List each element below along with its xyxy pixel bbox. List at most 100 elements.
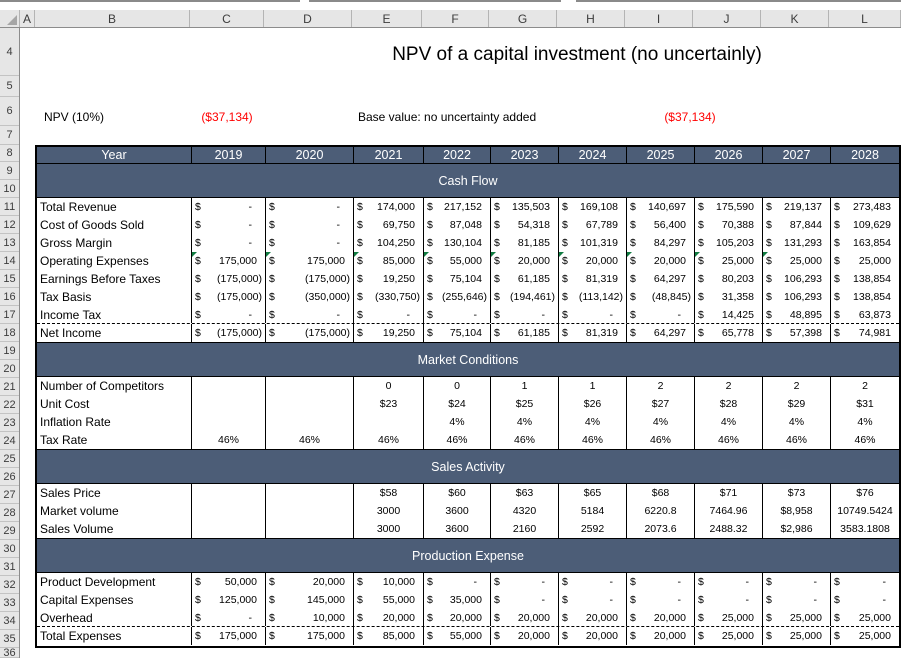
data-cell[interactable]: 3583.1808 — [831, 520, 899, 538]
data-cell[interactable]: $60 — [424, 484, 491, 502]
data-cell[interactable]: $ - — [695, 591, 763, 609]
data-cell[interactable]: $81,319 — [559, 270, 627, 288]
row-label-cell[interactable]: Overhead — [37, 609, 192, 626]
data-cell[interactable] — [192, 377, 266, 395]
data-cell[interactable]: $64,297 — [627, 270, 695, 288]
data-cell[interactable]: $25,000 — [831, 609, 899, 626]
row-label-cell[interactable]: Market volume — [37, 502, 192, 520]
data-cell[interactable]: $65,778 — [695, 324, 763, 342]
row-label-cell[interactable]: Cost of Goods Sold — [37, 216, 192, 234]
row-label-cell[interactable]: Number of Competitors — [37, 377, 192, 395]
data-cell[interactable]: $10,000 — [354, 573, 424, 591]
data-cell[interactable]: $25,000 — [763, 627, 831, 645]
data-cell[interactable]: $85,000 — [354, 627, 424, 645]
data-cell[interactable]: 0 — [424, 377, 491, 395]
data-cell[interactable]: $25,000 — [763, 252, 831, 270]
data-cell[interactable]: $19,250 — [354, 270, 424, 288]
row-header[interactable]: 28 — [0, 504, 19, 522]
data-cell[interactable]: 2160 — [491, 520, 559, 538]
data-cell[interactable]: $ - — [192, 198, 266, 216]
data-cell[interactable]: 46% — [695, 431, 763, 449]
data-cell[interactable]: $ - — [695, 573, 763, 591]
section-band[interactable]: Production Expense — [37, 538, 899, 573]
data-cell[interactable]: $ (175,000) — [192, 324, 266, 342]
data-cell[interactable]: 1 — [559, 377, 627, 395]
column-header[interactable]: C — [190, 10, 264, 27]
data-cell[interactable]: $169,108 — [559, 198, 627, 216]
year-cell[interactable]: 2028 — [851, 148, 879, 162]
column-header[interactable]: I — [625, 10, 693, 27]
data-cell[interactable]: $20,000 — [491, 627, 559, 645]
data-cell[interactable]: $130,104 — [424, 234, 491, 252]
data-cell[interactable]: $20,000 — [627, 252, 695, 270]
column-header[interactable]: G — [489, 10, 557, 27]
data-cell[interactable]: $ - — [192, 609, 266, 626]
data-cell[interactable]: $65 — [559, 484, 627, 502]
row-header[interactable]: 7 — [0, 126, 19, 145]
data-cell[interactable]: $105,203 — [695, 234, 763, 252]
data-cell[interactable]: $29 — [763, 395, 831, 413]
data-cell[interactable]: $58 — [354, 484, 424, 502]
row-header[interactable]: 12 — [0, 216, 19, 234]
column-header[interactable]: K — [761, 10, 829, 27]
data-cell[interactable]: 46% — [266, 431, 354, 449]
row-header[interactable]: 15 — [0, 270, 19, 288]
data-cell[interactable]: $63,873 — [831, 306, 899, 323]
data-cell[interactable]: $76 — [831, 484, 899, 502]
data-cell[interactable]: $31,358 — [695, 288, 763, 306]
data-cell[interactable]: 0 — [354, 377, 424, 395]
data-cell[interactable]: $87,048 — [424, 216, 491, 234]
data-cell[interactable]: $20,000 — [424, 609, 491, 626]
data-cell[interactable] — [266, 413, 354, 431]
column-header[interactable]: H — [557, 10, 625, 27]
data-cell[interactable]: $138,854 — [831, 270, 899, 288]
data-cell[interactable]: $131,293 — [763, 234, 831, 252]
data-cell[interactable]: 10749.5424 — [831, 502, 899, 520]
row-header[interactable]: 9 — [0, 162, 19, 180]
data-cell[interactable]: $163,854 — [831, 234, 899, 252]
data-cell[interactable]: 2488.32 — [695, 520, 763, 538]
row-header[interactable]: 19 — [0, 342, 19, 360]
base-value-label[interactable]: Base value: no uncertainty added — [358, 110, 537, 124]
data-cell[interactable]: 5184 — [559, 502, 627, 520]
data-cell[interactable]: 2592 — [559, 520, 627, 538]
row-label-cell[interactable]: Total Expenses — [37, 627, 192, 645]
row-label-cell[interactable]: Product Development — [37, 573, 192, 591]
data-cell[interactable]: 4% — [559, 413, 627, 431]
data-cell[interactable]: $106,293 — [763, 270, 831, 288]
row-header[interactable]: 10 — [0, 180, 19, 198]
data-cell[interactable]: $ - — [192, 306, 266, 323]
data-cell[interactable]: $140,697 — [627, 198, 695, 216]
data-cell[interactable]: 46% — [627, 431, 695, 449]
data-cell[interactable]: $20,000 — [559, 627, 627, 645]
data-cell[interactable]: $35,000 — [424, 591, 491, 609]
row-header[interactable]: 33 — [0, 594, 19, 612]
year-cell[interactable]: 2020 — [266, 147, 354, 163]
row-label-cell[interactable]: Sales Volume — [37, 520, 192, 538]
data-cell[interactable]: $25,000 — [831, 627, 899, 645]
row-header[interactable]: 14 — [0, 252, 19, 270]
data-cell[interactable]: $217,152 — [424, 198, 491, 216]
data-cell[interactable]: $138,854 — [831, 288, 899, 306]
row-header[interactable]: 6 — [0, 97, 19, 126]
row-header[interactable]: 8 — [0, 145, 19, 162]
data-cell[interactable]: $ (255,646) — [424, 288, 491, 306]
row-label-cell[interactable]: Tax Basis — [37, 288, 192, 306]
data-cell[interactable]: $ - — [559, 306, 627, 323]
data-cell[interactable]: 2073.6 — [627, 520, 695, 538]
data-cell[interactable]: 46% — [491, 431, 559, 449]
data-cell[interactable]: 2 — [627, 377, 695, 395]
row-header[interactable]: 20 — [0, 360, 19, 378]
data-cell[interactable]: $175,590 — [695, 198, 763, 216]
row-header[interactable]: 22 — [0, 396, 19, 414]
data-cell[interactable] — [192, 502, 266, 520]
data-cell[interactable]: $75,104 — [424, 270, 491, 288]
row-header[interactable]: 34 — [0, 612, 19, 630]
row-label-cell[interactable]: Gross Margin — [37, 234, 192, 252]
select-all-corner[interactable] — [0, 10, 20, 27]
data-cell[interactable]: 46% — [831, 431, 899, 449]
data-cell[interactable]: $ - — [559, 573, 627, 591]
data-cell[interactable]: $ (330,750) — [354, 288, 424, 306]
data-cell[interactable]: $80,203 — [695, 270, 763, 288]
data-cell[interactable] — [266, 502, 354, 520]
